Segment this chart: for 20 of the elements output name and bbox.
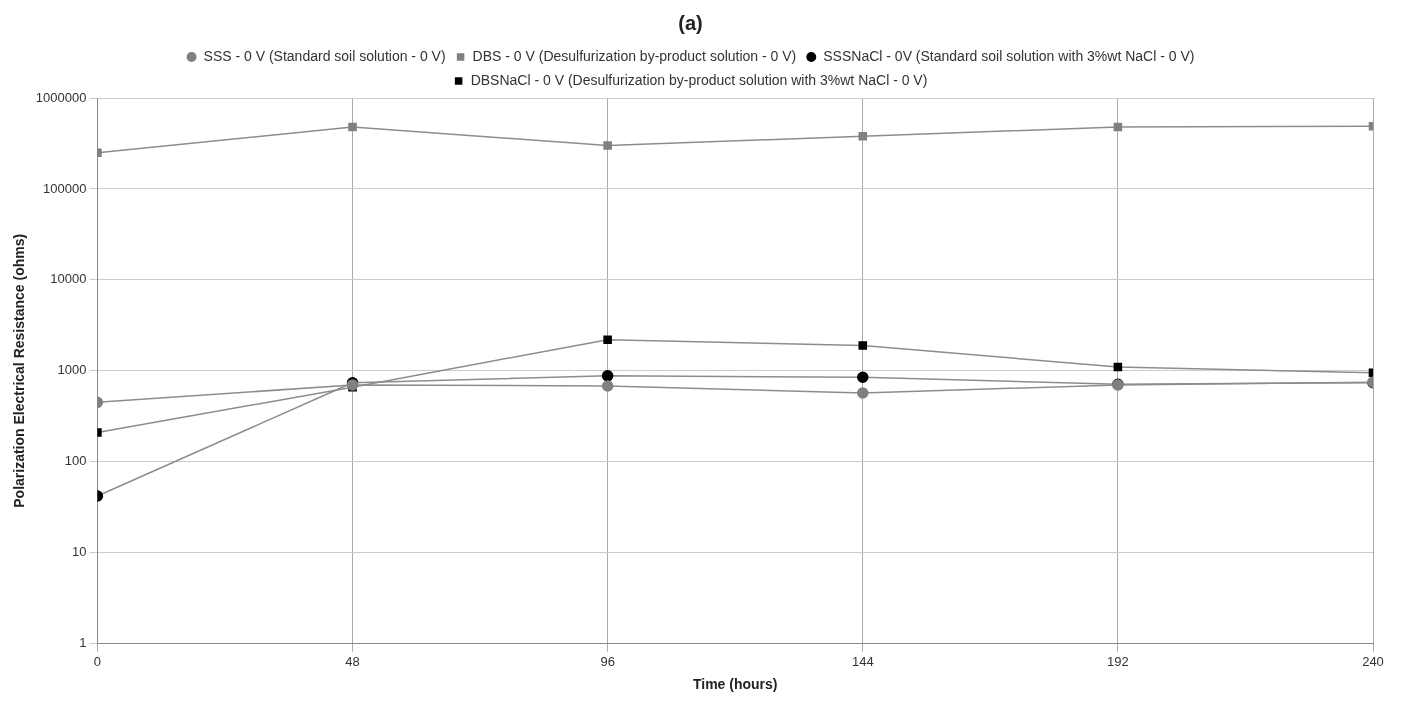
y-tick-label: 10 xyxy=(71,544,87,560)
legend-label: SSSNaCl - 0V (Standard soil solution with 3%wt NaCl - 0 V) xyxy=(823,47,1195,64)
y-tick-label: 1000 xyxy=(57,362,87,378)
legend-label: DBSNaCl - 0 V (Desulfurization by-product solution with 3%wt NaCl - 0 V) xyxy=(470,71,928,88)
legend-label: SSS - 0 V (Standard soil solution - 0 V) xyxy=(203,47,446,64)
x-tick-label: 48 xyxy=(345,653,360,669)
y-tick-label: 1000000 xyxy=(35,89,87,105)
x-tick-label: 96 xyxy=(600,653,615,669)
x-tick-label: 0 xyxy=(93,653,102,669)
x-axis-title: Time (hours) xyxy=(692,676,778,693)
chart-title: (a) xyxy=(678,11,703,34)
x-tick-label: 240 xyxy=(1362,653,1384,669)
y-tick-label: 100000 xyxy=(43,180,87,196)
y-tick-label: 1 xyxy=(79,635,87,651)
legend-label: DBS - 0 V (Desulfurization by-product solution - 0 V) xyxy=(472,47,797,64)
x-tick-label: 192 xyxy=(1107,653,1129,669)
y-tick-label: 10000 xyxy=(50,271,87,287)
y-axis-title: Polarization Electrical Resistance (ohms) xyxy=(11,233,28,508)
x-tick-label: 144 xyxy=(851,653,874,669)
y-tick-label: 100 xyxy=(64,453,87,469)
